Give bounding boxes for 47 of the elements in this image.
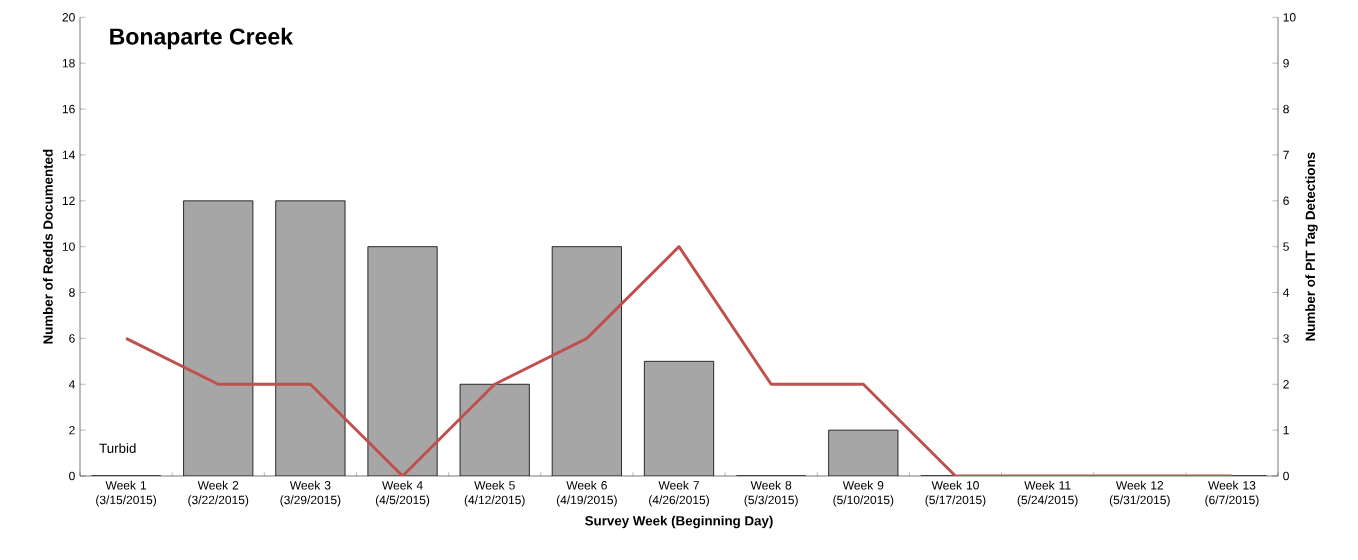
x-tick-label: Week 2 (3/22/2015) bbox=[188, 480, 249, 507]
x-tick-label: Week 11 (5/24/2015) bbox=[1017, 480, 1078, 507]
y-tick-label: 4 bbox=[68, 380, 75, 389]
bar bbox=[551, 246, 622, 476]
y-tick-label: 8 bbox=[69, 288, 75, 297]
y-tick-label: 18 bbox=[62, 58, 75, 68]
x-tick-label: Week 10 (5/17/2015) bbox=[925, 480, 986, 507]
y-tick-label: 0 bbox=[69, 471, 75, 481]
bar bbox=[183, 200, 254, 476]
x-tick-label: Week 8 (5/3/2015) bbox=[744, 480, 798, 507]
y-tick-label: 14 bbox=[62, 150, 75, 160]
bar bbox=[643, 360, 715, 476]
y-axis-title: Number of Redds Documented bbox=[43, 149, 53, 344]
y2-tick-label: 6 bbox=[1283, 196, 1289, 206]
y2-tick-label: 3 bbox=[1283, 334, 1289, 343]
x-tick-label: Week 4 (4/5/2015) bbox=[375, 480, 430, 507]
y2-tick-label: 10 bbox=[1283, 13, 1296, 22]
x-tick-label: Week 1 (3/15/2015) bbox=[96, 480, 157, 507]
y-tick-label: 16 bbox=[62, 104, 75, 114]
bar bbox=[367, 246, 438, 476]
x-tick-label: Week 6 (4/19/2015) bbox=[556, 480, 617, 507]
y-tick-label: 2 bbox=[69, 425, 75, 435]
y2-tick-label: 1 bbox=[1283, 426, 1289, 435]
y2-tick-label: 7 bbox=[1283, 150, 1289, 160]
y2-tick-label: 8 bbox=[1283, 104, 1289, 114]
x-tick-label: Week 9 (5/10/2015) bbox=[833, 480, 894, 507]
bar bbox=[459, 383, 530, 476]
y2-tick-label: 5 bbox=[1283, 242, 1289, 251]
y-tick-label: 6 bbox=[69, 334, 75, 343]
x-tick-label: Week 5 (4/12/2015) bbox=[464, 480, 525, 507]
x-tick-label: Week 7 (4/26/2015) bbox=[649, 480, 709, 507]
y-tick-label: 12 bbox=[62, 196, 75, 205]
y2-axis-title: Number of PIT Tag Detections bbox=[1305, 152, 1318, 341]
y2-tick-label: 0 bbox=[1283, 471, 1289, 481]
x-tick-label: Week 12 (5/31/2015) bbox=[1109, 480, 1170, 507]
chart-title: Bonaparte Creek bbox=[110, 27, 294, 50]
y-tick-label: 10 bbox=[62, 242, 75, 251]
bar bbox=[828, 429, 899, 476]
bar bbox=[275, 200, 346, 476]
y2-tick-label: 4 bbox=[1283, 288, 1290, 297]
y-tick-label: 20 bbox=[62, 13, 75, 22]
y2-tick-label: 9 bbox=[1283, 58, 1289, 68]
x-tick-label: Week 3 (3/29/2015) bbox=[280, 480, 341, 507]
y2-tick-label: 2 bbox=[1283, 380, 1289, 389]
annotation: Turbid bbox=[99, 443, 136, 453]
x-tick-label: Week 13 (6/7/2015) bbox=[1205, 480, 1259, 507]
x-axis-title: Survey Week (Beginning Day) bbox=[585, 515, 773, 529]
